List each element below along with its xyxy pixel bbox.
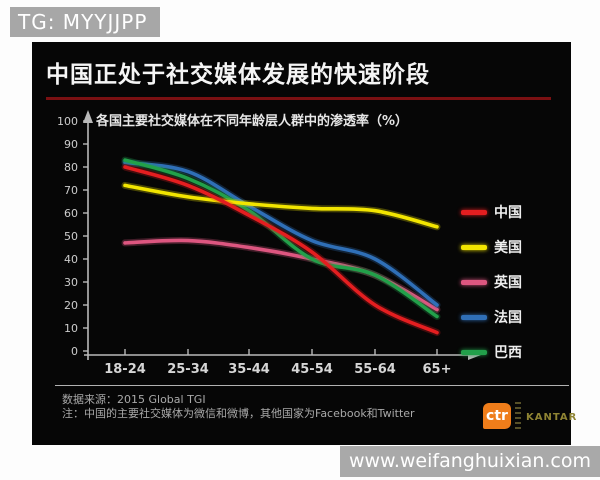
series-line-美国 (123, 183, 439, 229)
source-block: 数据来源：2015 Global TGI 注：中国的主要社交媒体为微信和微博，其… (62, 393, 415, 421)
watermark: www.weifanghuixian.com (340, 446, 600, 477)
y-tick-label: 50 (64, 230, 78, 243)
title-underline (46, 97, 551, 100)
kantar-dots-icon (515, 402, 521, 430)
x-tick-label: 25-34 (167, 362, 209, 377)
x-tick-label: 18-24 (104, 362, 146, 377)
y-axis-arrow-icon (83, 110, 93, 123)
penetration-line-chart: 0 10 20 30 40 50 60 70 80 90 100 18-24 25-34 35-44 45-… (57, 110, 481, 377)
ctr-logo: ctr (483, 403, 511, 429)
legend-swatch-icon (461, 314, 487, 320)
y-tick-label: 80 (64, 161, 78, 174)
series-line-中国 (123, 165, 439, 335)
page-title: 中国正处于社交媒体发展的快速阶段 (46, 62, 430, 88)
footer-divider (55, 385, 569, 386)
telegram-badge: TG: MYYJJPP (10, 7, 160, 37)
y-tick-label: 90 (64, 138, 78, 151)
series-glow-英国 (121, 236, 441, 314)
y-tick-label: 100 (57, 115, 78, 128)
legend-item-中国: 中国 (461, 202, 522, 222)
note-text: 注：中国的主要社交媒体为微信和微博，其他国家为Facebook和Twitter (62, 407, 415, 420)
legend-swatch-icon (461, 244, 487, 250)
y-tick-label: 30 (64, 276, 78, 289)
x-tick-label: 45-54 (291, 362, 333, 377)
x-tick-label: 55-64 (354, 362, 396, 377)
y-tick-label: 70 (64, 184, 78, 197)
y-tick-label: 10 (64, 322, 78, 335)
series-line-法国 (123, 160, 439, 307)
legend-item-法国: 法国 (461, 307, 522, 327)
x-tick-label: 35-44 (228, 362, 270, 377)
source-text: 数据来源：2015 Global TGI (62, 393, 206, 406)
legend-item-英国: 英国 (461, 272, 522, 292)
legend-item-美国: 美国 (461, 237, 522, 257)
x-tick-label: 65+ (423, 362, 452, 377)
chart-subtitle: 各国主要社交媒体在不同年龄层人群中的渗透率（%） (96, 114, 409, 129)
series-line-巴西 (123, 158, 439, 319)
legend-label: 美国 (494, 240, 522, 256)
legend-label: 巴西 (494, 345, 522, 361)
legend-swatch-icon (461, 279, 487, 285)
slide: 中国正处于社交媒体发展的快速阶段 各国主要社交媒体在不同年龄层人群中的渗透率（%… (32, 42, 576, 445)
legend-swatch-icon (461, 209, 487, 215)
legend-label: 中国 (494, 205, 522, 221)
legend-swatch-icon (461, 349, 487, 355)
chart-legend: 中国美国英国法国巴西 (461, 202, 522, 362)
y-tick-label: 0 (71, 345, 78, 358)
y-tick-label: 40 (64, 253, 78, 266)
y-tick-label: 20 (64, 299, 78, 312)
legend-label: 英国 (494, 275, 522, 291)
legend-item-巴西: 巴西 (461, 342, 522, 362)
legend-label: 法国 (494, 310, 522, 326)
y-tick-label: 60 (64, 207, 78, 220)
kantar-brand: KANTAR (526, 412, 578, 423)
